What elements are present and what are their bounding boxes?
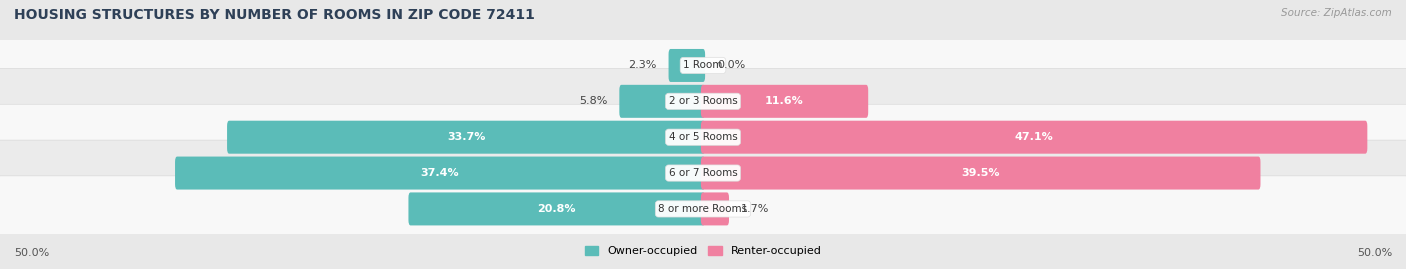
FancyBboxPatch shape (669, 49, 706, 82)
Text: Source: ZipAtlas.com: Source: ZipAtlas.com (1281, 8, 1392, 18)
Text: 8 or more Rooms: 8 or more Rooms (658, 204, 748, 214)
Text: 39.5%: 39.5% (962, 168, 1000, 178)
FancyBboxPatch shape (700, 192, 728, 225)
Text: 50.0%: 50.0% (1357, 248, 1392, 258)
Legend: Owner-occupied, Renter-occupied: Owner-occupied, Renter-occupied (581, 241, 825, 261)
Text: 0.0%: 0.0% (717, 61, 745, 70)
FancyBboxPatch shape (176, 157, 704, 190)
Text: 4 or 5 Rooms: 4 or 5 Rooms (669, 132, 737, 142)
Text: 20.8%: 20.8% (537, 204, 576, 214)
FancyBboxPatch shape (0, 68, 1406, 134)
FancyBboxPatch shape (0, 176, 1406, 242)
Text: 47.1%: 47.1% (1015, 132, 1053, 142)
FancyBboxPatch shape (0, 104, 1406, 170)
Text: 2.3%: 2.3% (628, 61, 657, 70)
FancyBboxPatch shape (408, 192, 706, 225)
Text: 5.8%: 5.8% (579, 96, 607, 106)
Text: 11.6%: 11.6% (765, 96, 804, 106)
Text: 2 or 3 Rooms: 2 or 3 Rooms (669, 96, 737, 106)
Text: 1 Room: 1 Room (683, 61, 723, 70)
FancyBboxPatch shape (0, 140, 1406, 206)
FancyBboxPatch shape (619, 85, 706, 118)
FancyBboxPatch shape (700, 121, 1367, 154)
FancyBboxPatch shape (226, 121, 704, 154)
Text: 6 or 7 Rooms: 6 or 7 Rooms (669, 168, 737, 178)
Text: 1.7%: 1.7% (741, 204, 769, 214)
Text: 50.0%: 50.0% (14, 248, 49, 258)
Text: HOUSING STRUCTURES BY NUMBER OF ROOMS IN ZIP CODE 72411: HOUSING STRUCTURES BY NUMBER OF ROOMS IN… (14, 8, 534, 22)
FancyBboxPatch shape (700, 157, 1261, 190)
Text: 37.4%: 37.4% (420, 168, 460, 178)
FancyBboxPatch shape (700, 85, 869, 118)
FancyBboxPatch shape (0, 33, 1406, 98)
Text: 33.7%: 33.7% (447, 132, 485, 142)
